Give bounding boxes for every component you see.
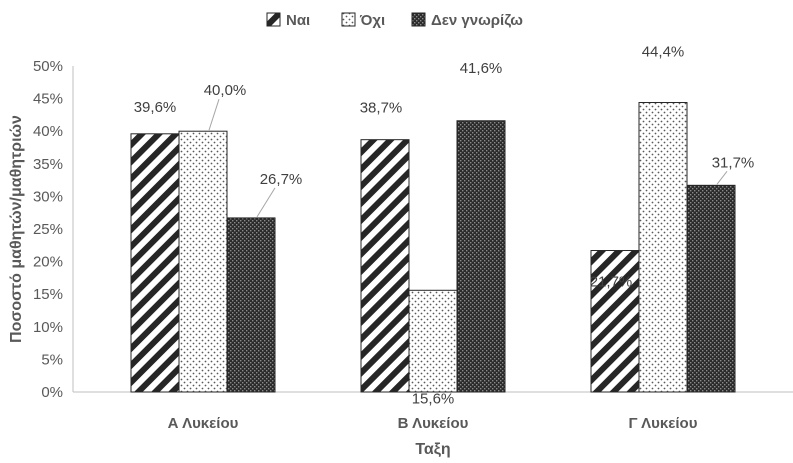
- data-label: 38,7%: [360, 100, 403, 117]
- bar-no: [178, 130, 228, 393]
- data-label: 41,6%: [460, 60, 503, 77]
- bar-dontknow: [456, 120, 506, 393]
- y-tick-label: 30%: [33, 188, 63, 205]
- y-tick-label: 35%: [33, 156, 63, 173]
- y-tick-label: 25%: [33, 221, 63, 238]
- y-tick-label: 20%: [33, 254, 63, 271]
- data-label: 40,0%: [204, 82, 247, 99]
- y-tick-label: 10%: [33, 319, 63, 336]
- leader-line: [208, 99, 220, 131]
- y-tick-label: 0%: [41, 384, 63, 401]
- y-tick-label: 5%: [41, 351, 63, 368]
- y-tick-label: 40%: [33, 123, 63, 140]
- legend-label-dontknow: Δεν γνωρίζω: [431, 12, 523, 29]
- leader-lines: [208, 99, 728, 218]
- legend-item-no: Όχι: [341, 12, 385, 29]
- leader-line: [716, 171, 728, 185]
- legend-swatch-dontknow: [411, 12, 426, 27]
- y-tick-label: 15%: [33, 286, 63, 303]
- data-label: 26,7%: [260, 171, 303, 188]
- x-category-label: Γ Λυκείου: [629, 415, 698, 432]
- data-label: 31,7%: [712, 154, 755, 171]
- data-label: 39,6%: [134, 99, 177, 116]
- legend-item-dontknow: Δεν γνωρίζω: [411, 12, 523, 29]
- bar-yes: [130, 133, 180, 393]
- x-axis-categories: Α Λυκείου Β Λυκείου Γ Λυκείου: [168, 415, 698, 432]
- x-axis-title: Ταξη: [415, 441, 450, 458]
- bars: [130, 102, 736, 393]
- y-tick-label: 45%: [33, 91, 63, 108]
- legend-swatch-no: [341, 12, 356, 27]
- leader-line: [256, 187, 276, 218]
- legend-label-yes: Ναι: [286, 12, 310, 29]
- x-category-label: Β Λυκείου: [398, 415, 469, 432]
- data-labels: 39,6% 40,0% 26,7% 38,7% 15,6% 41,6% 21,7% 44,4%…: [134, 44, 755, 408]
- bar-yes: [590, 250, 640, 393]
- data-label: 15,6%: [412, 390, 455, 407]
- data-label: 44,4%: [642, 44, 685, 61]
- data-label: 21,7%: [590, 274, 633, 291]
- bar-no: [408, 289, 458, 393]
- bar-no: [638, 102, 688, 393]
- bar-dontknow: [226, 217, 276, 393]
- legend-swatch-yes: [266, 12, 281, 27]
- y-axis-title: Ποσοστό μαθητών/μαθητριών: [8, 115, 25, 343]
- y-tick-label: 50%: [33, 58, 63, 75]
- x-category-label: Α Λυκείου: [168, 415, 239, 432]
- legend-item-yes: Ναι: [266, 12, 310, 29]
- y-axis-ticks: 0% 5% 10% 15% 20% 25% 30% 35% 40% 45% 50…: [33, 58, 63, 401]
- legend-label-no: Όχι: [359, 12, 385, 29]
- bar-yes: [360, 139, 410, 393]
- legend: Ναι Όχι Δεν γνωρίζω: [266, 12, 523, 29]
- bar-dontknow: [686, 184, 736, 393]
